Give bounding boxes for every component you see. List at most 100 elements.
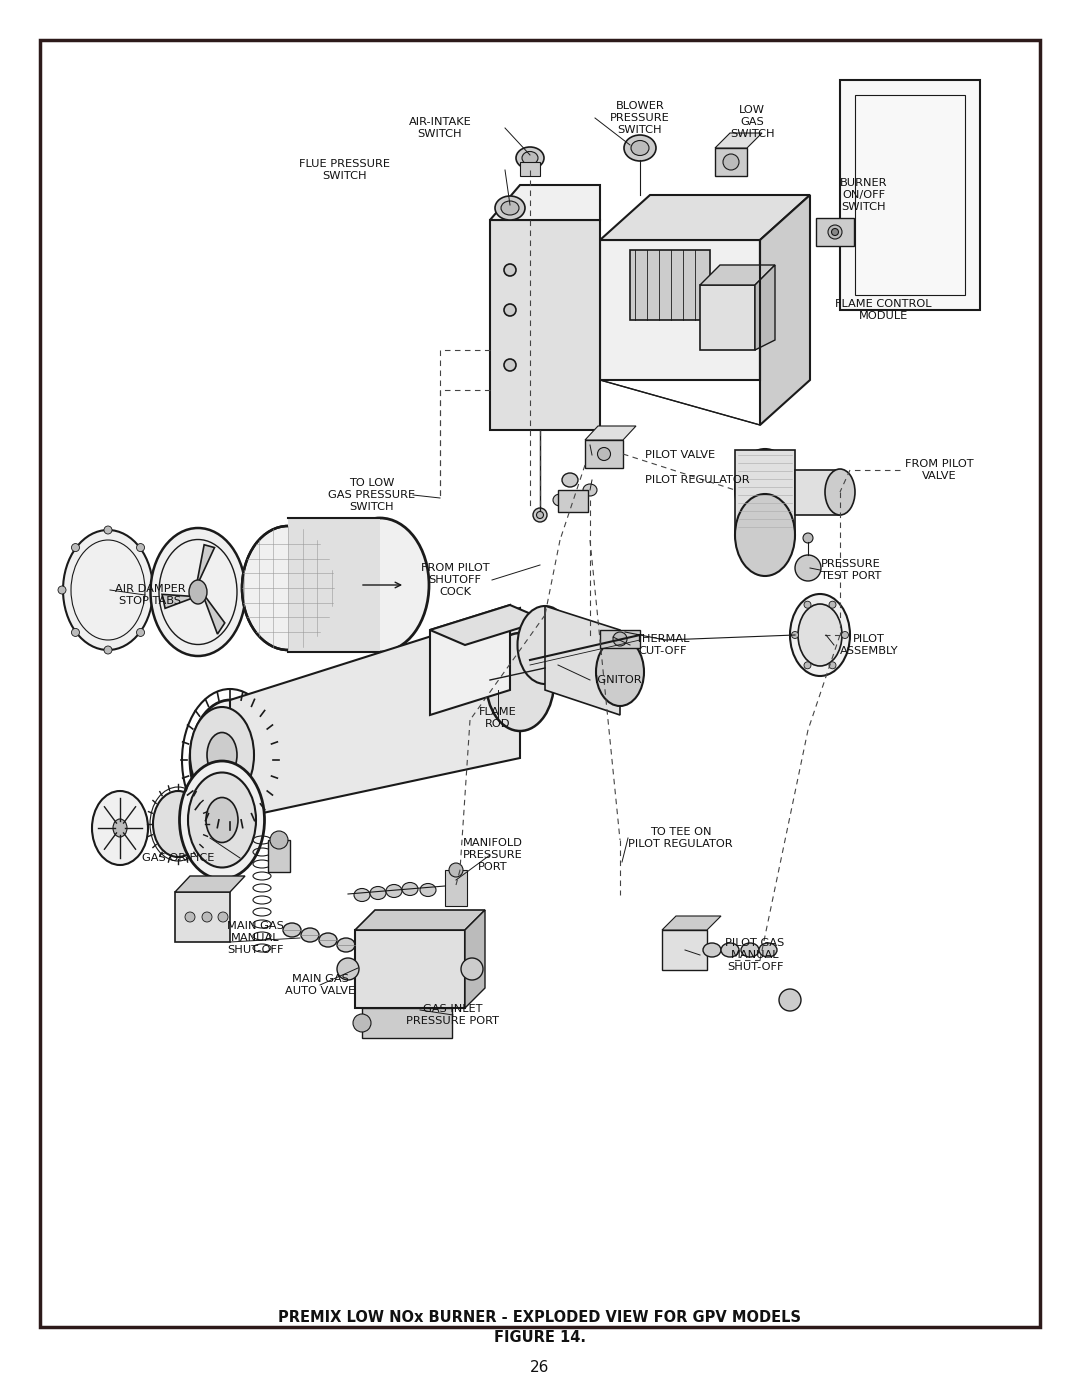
Text: 26: 26 bbox=[530, 1361, 550, 1376]
Ellipse shape bbox=[486, 633, 554, 731]
Ellipse shape bbox=[504, 359, 516, 372]
Bar bbox=[519, 162, 540, 176]
Text: THERMAL
CUT-OFF: THERMAL CUT-OFF bbox=[635, 634, 689, 657]
Ellipse shape bbox=[596, 638, 644, 705]
Ellipse shape bbox=[301, 928, 319, 942]
Ellipse shape bbox=[825, 469, 855, 515]
Text: FLUE PRESSURE
SWITCH: FLUE PRESSURE SWITCH bbox=[299, 159, 390, 182]
Ellipse shape bbox=[283, 923, 301, 937]
Ellipse shape bbox=[504, 305, 516, 316]
Ellipse shape bbox=[461, 958, 483, 981]
Polygon shape bbox=[490, 184, 600, 219]
Bar bbox=[268, 840, 291, 872]
Ellipse shape bbox=[721, 943, 739, 957]
Ellipse shape bbox=[179, 761, 265, 879]
Ellipse shape bbox=[789, 594, 850, 676]
Text: FROM PILOT
SHUTOFF
COCK: FROM PILOT SHUTOFF COCK bbox=[421, 563, 489, 598]
Ellipse shape bbox=[337, 958, 359, 981]
Ellipse shape bbox=[206, 798, 238, 842]
Bar bbox=[630, 250, 710, 320]
Ellipse shape bbox=[495, 196, 525, 219]
Ellipse shape bbox=[829, 662, 836, 669]
Text: PILOT REGULATOR: PILOT REGULATOR bbox=[645, 475, 750, 485]
Ellipse shape bbox=[804, 534, 813, 543]
Ellipse shape bbox=[759, 943, 777, 957]
Ellipse shape bbox=[337, 937, 355, 951]
Ellipse shape bbox=[624, 136, 656, 161]
Polygon shape bbox=[355, 909, 485, 930]
Ellipse shape bbox=[723, 154, 739, 170]
Polygon shape bbox=[715, 133, 762, 148]
Polygon shape bbox=[197, 545, 215, 585]
Ellipse shape bbox=[58, 585, 66, 594]
Ellipse shape bbox=[150, 528, 245, 657]
Ellipse shape bbox=[779, 989, 801, 1011]
Bar bbox=[355, 930, 465, 1009]
Text: TO LOW
GAS PRESSURE
SWITCH: TO LOW GAS PRESSURE SWITCH bbox=[328, 478, 415, 513]
Ellipse shape bbox=[185, 912, 195, 922]
Ellipse shape bbox=[828, 225, 842, 239]
Text: BLOWER
PRESSURE
SWITCH: BLOWER PRESSURE SWITCH bbox=[610, 101, 670, 136]
Ellipse shape bbox=[188, 773, 256, 868]
Polygon shape bbox=[600, 196, 810, 240]
Ellipse shape bbox=[553, 495, 567, 506]
Text: FLAME CONTROL
MODULE: FLAME CONTROL MODULE bbox=[835, 299, 931, 321]
Ellipse shape bbox=[270, 831, 288, 849]
Ellipse shape bbox=[207, 732, 237, 778]
Text: PILOT VALVE: PILOT VALVE bbox=[645, 450, 715, 460]
Text: MAIN GAS
AUTO VALVE: MAIN GAS AUTO VALVE bbox=[285, 974, 355, 996]
Ellipse shape bbox=[798, 604, 842, 666]
Text: IGNITOR: IGNITOR bbox=[595, 675, 643, 685]
Polygon shape bbox=[490, 219, 600, 430]
Bar bbox=[445, 870, 467, 907]
Polygon shape bbox=[735, 450, 795, 535]
Ellipse shape bbox=[804, 601, 811, 608]
Ellipse shape bbox=[150, 585, 158, 594]
Ellipse shape bbox=[501, 201, 519, 215]
Ellipse shape bbox=[832, 229, 838, 236]
Text: MAIN GAS
MANUAL
SHUT-OFF: MAIN GAS MANUAL SHUT-OFF bbox=[227, 921, 283, 956]
Ellipse shape bbox=[190, 707, 254, 803]
Text: LOW
GAS
SWITCH: LOW GAS SWITCH bbox=[730, 105, 774, 140]
Ellipse shape bbox=[735, 448, 795, 531]
Ellipse shape bbox=[218, 912, 228, 922]
Ellipse shape bbox=[354, 888, 370, 901]
Text: BURNER
ON/OFF
SWITCH: BURNER ON/OFF SWITCH bbox=[840, 177, 888, 212]
Ellipse shape bbox=[829, 601, 836, 608]
Bar bbox=[816, 218, 854, 246]
Ellipse shape bbox=[703, 943, 721, 957]
Ellipse shape bbox=[841, 631, 849, 638]
Ellipse shape bbox=[537, 511, 543, 518]
Ellipse shape bbox=[804, 662, 811, 669]
Bar bbox=[600, 240, 760, 380]
Ellipse shape bbox=[386, 884, 402, 897]
Ellipse shape bbox=[153, 791, 203, 856]
Bar bbox=[715, 148, 747, 176]
Bar bbox=[700, 285, 755, 351]
Polygon shape bbox=[760, 196, 810, 425]
Text: PRESSURE
TEST PORT: PRESSURE TEST PORT bbox=[820, 559, 881, 581]
Bar bbox=[585, 440, 623, 468]
Polygon shape bbox=[700, 265, 775, 285]
Text: AIR DAMPER
STOP TABS: AIR DAMPER STOP TABS bbox=[114, 584, 186, 606]
Ellipse shape bbox=[104, 527, 112, 534]
Ellipse shape bbox=[795, 555, 821, 581]
Ellipse shape bbox=[735, 495, 795, 576]
Text: FIGURE 14.: FIGURE 14. bbox=[494, 1330, 586, 1345]
Bar bbox=[662, 930, 707, 970]
Bar bbox=[558, 490, 588, 511]
Ellipse shape bbox=[420, 883, 436, 897]
Ellipse shape bbox=[242, 527, 334, 650]
Polygon shape bbox=[795, 469, 840, 515]
Text: PILOT
ASSEMBLY: PILOT ASSEMBLY bbox=[840, 634, 899, 657]
Polygon shape bbox=[175, 876, 245, 893]
Text: PREMIX LOW NOx BURNER - EXPLODED VIEW FOR GPV MODELS: PREMIX LOW NOx BURNER - EXPLODED VIEW FO… bbox=[279, 1310, 801, 1326]
Ellipse shape bbox=[534, 509, 546, 522]
Text: GAS ORIFICE: GAS ORIFICE bbox=[141, 854, 214, 863]
Ellipse shape bbox=[583, 483, 597, 496]
Ellipse shape bbox=[113, 819, 127, 837]
Text: AIR-INTAKE
SWITCH: AIR-INTAKE SWITCH bbox=[408, 117, 471, 140]
Polygon shape bbox=[545, 606, 620, 715]
Ellipse shape bbox=[613, 631, 627, 645]
Ellipse shape bbox=[792, 631, 798, 638]
